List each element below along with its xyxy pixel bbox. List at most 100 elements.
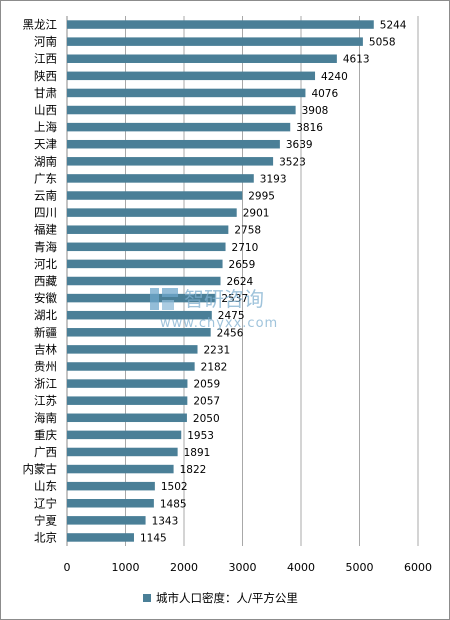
bar <box>67 37 363 46</box>
category-label: 江苏 <box>34 394 57 408</box>
bar <box>67 362 195 371</box>
category-label: 河南 <box>34 35 57 49</box>
x-tick-label: 6000 <box>404 561 432 574</box>
category-label: 山东 <box>34 479 57 493</box>
bars <box>67 20 374 542</box>
x-axis-ticks: 0 1000 2000 3000 4000 5000 6000 <box>64 561 433 574</box>
value-label: 5244 <box>380 20 407 32</box>
value-label: 3523 <box>279 156 306 168</box>
category-label: 天津 <box>34 137 57 151</box>
value-label: 3908 <box>302 105 329 117</box>
bar <box>67 533 134 542</box>
bar <box>67 464 174 474</box>
value-label: 1502 <box>161 481 188 493</box>
x-tick-label: 3000 <box>229 561 257 574</box>
value-label: 4613 <box>343 54 370 66</box>
value-label: 2659 <box>229 259 256 271</box>
bar <box>67 54 337 63</box>
category-label: 贵州 <box>34 359 57 373</box>
bar <box>67 191 243 200</box>
value-label: 2475 <box>218 310 245 322</box>
bar <box>67 310 212 320</box>
category-label: 北京 <box>34 530 57 544</box>
legend-label: 城市人口密度：人/平方公里 <box>156 591 298 605</box>
value-label: 3816 <box>296 122 323 134</box>
bar <box>67 105 296 115</box>
value-label: 3639 <box>286 139 313 151</box>
category-label: 四川 <box>34 206 57 220</box>
value-label: 2057 <box>193 396 220 408</box>
category-label: 浙江 <box>34 377 57 391</box>
category-label: 内蒙古 <box>23 462 58 476</box>
category-label: 新疆 <box>34 325 57 339</box>
x-tick-label: 0 <box>64 561 71 574</box>
bar <box>67 516 146 525</box>
x-tick-label: 5000 <box>346 561 374 574</box>
bar <box>67 20 374 29</box>
value-label: 2901 <box>243 208 270 220</box>
category-label: 甘肃 <box>34 86 57 100</box>
category-label: 重庆 <box>34 428 57 442</box>
watermark-url: www.chyxx.com <box>160 316 278 331</box>
category-label: 湖南 <box>34 154 57 168</box>
bar <box>67 481 155 491</box>
bar <box>67 328 211 337</box>
legend-swatch <box>143 594 151 602</box>
value-label: 4076 <box>311 88 338 100</box>
category-label: 广西 <box>34 445 57 459</box>
category-label: 广东 <box>34 171 57 185</box>
category-label: 山西 <box>34 103 57 117</box>
category-label: 河北 <box>34 257 57 271</box>
category-label: 宁夏 <box>34 513 57 527</box>
bar <box>67 242 226 252</box>
bar <box>67 345 198 354</box>
category-label: 青海 <box>34 240 57 254</box>
category-label: 海南 <box>34 411 57 425</box>
value-label: 1891 <box>184 447 211 459</box>
category-label: 黑龙江 <box>23 18 58 32</box>
x-tick-label: 4000 <box>287 561 315 574</box>
category-label: 湖北 <box>34 308 57 322</box>
watermark-logo-icon <box>150 288 178 310</box>
value-label: 2537 <box>221 293 248 305</box>
bar <box>67 447 178 457</box>
category-label: 陕西 <box>34 69 57 83</box>
value-labels: 5244 5058 4613 4240 4076 3908 3816 3639 3523 3193… <box>140 20 407 545</box>
x-tick-label: 1000 <box>112 561 140 574</box>
bar <box>67 293 216 303</box>
watermark: 智研咨询 www.chyxx.com <box>150 287 278 331</box>
bar <box>67 122 291 132</box>
value-label: 4240 <box>321 71 348 83</box>
value-label: 3193 <box>260 173 287 185</box>
bar <box>67 430 182 440</box>
category-label: 辽宁 <box>34 496 57 510</box>
category-label: 上海 <box>34 120 57 134</box>
category-label: 安徽 <box>34 291 57 305</box>
bar <box>67 276 221 286</box>
value-label: 2624 <box>227 276 254 288</box>
value-label: 2758 <box>234 225 261 237</box>
bar <box>67 499 154 508</box>
bar <box>67 379 188 388</box>
value-label: 2995 <box>248 191 275 203</box>
bar <box>67 208 237 217</box>
value-label: 1145 <box>140 532 167 544</box>
grid-lines <box>66 16 419 546</box>
value-label: 2710 <box>232 242 259 254</box>
bar <box>67 174 254 183</box>
bar <box>67 259 223 269</box>
value-label: 1485 <box>160 498 187 510</box>
x-tick-label: 2000 <box>170 561 198 574</box>
bar <box>67 396 188 405</box>
bar <box>67 71 316 81</box>
bar <box>67 88 306 98</box>
bar <box>67 157 274 166</box>
value-label: 1822 <box>180 464 207 476</box>
value-label: 2182 <box>201 361 228 373</box>
bar <box>67 225 229 234</box>
category-label: 西藏 <box>34 274 57 288</box>
value-label: 5058 <box>369 37 396 49</box>
value-label: 2059 <box>193 379 220 391</box>
value-label: 2456 <box>217 327 244 339</box>
